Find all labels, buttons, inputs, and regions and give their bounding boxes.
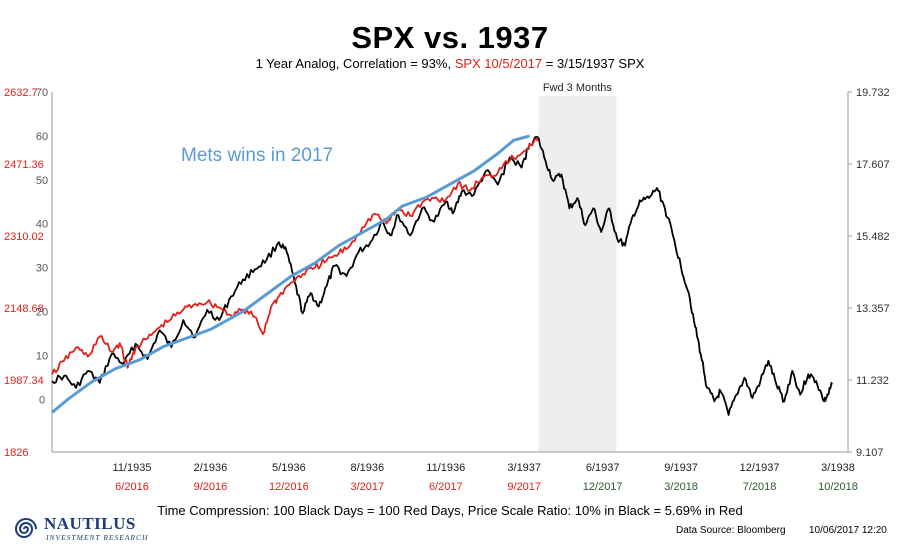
logo-name: NAUTILUS	[44, 514, 136, 533]
x-label-2017: 7/2018	[743, 481, 777, 493]
x-label-2017: 12/2017	[583, 481, 623, 493]
logo-tagline: INVESTMENT RESEARCH	[46, 533, 149, 542]
left-inner-tick-label: 0	[39, 394, 45, 406]
left-inner-tick-label: 20	[36, 307, 48, 319]
left-red-tick-label: 1987.34	[4, 375, 44, 387]
series-mets-blue-line	[51, 134, 531, 414]
subtitle-equivalence: = 3/15/1937 SPX	[542, 56, 645, 71]
shaded-region-label: Fwd 3 Months	[543, 82, 613, 94]
x-label-1937: 6/1937	[586, 462, 620, 474]
shaded-region-fwd	[538, 96, 617, 452]
footer-compression-note: Time Compression: 100 Black Days = 100 R…	[157, 503, 743, 518]
right-tick-label: 9.107	[856, 447, 884, 459]
x-label-1937: 12/1937	[740, 462, 780, 474]
series-1937-black-line	[51, 135, 833, 416]
chart-title: SPX vs. 1937	[351, 20, 549, 55]
left-red-tick-label: 1826	[4, 447, 28, 459]
right-tick-label: 19.732	[856, 87, 890, 99]
x-label-1937: 11/1936	[426, 462, 465, 474]
left-inner-tick-label: 40	[36, 219, 48, 231]
nautilus-logo: NAUTILUS INVESTMENT RESEARCH	[10, 512, 170, 546]
nautilus-swirl-icon	[14, 518, 37, 538]
x-label-1937: 2/1936	[194, 462, 228, 474]
x-label-2017: 3/2017	[351, 481, 385, 493]
x-label-2017: 6/2017	[429, 481, 463, 493]
x-label-1937: 11/1935	[113, 462, 152, 474]
x-label-2017: 10/2018	[818, 481, 858, 493]
left-red-tick-label: 2632.7	[4, 87, 38, 99]
subtitle-correlation: 1 Year Analog, Correlation = 93%,	[255, 56, 455, 71]
x-label-1937: 5/1936	[272, 462, 306, 474]
left-red-tick-label: 2310.02	[4, 231, 44, 243]
x-label-2017: 9/2016	[194, 481, 228, 493]
timestamp: 10/06/2017 12:20	[809, 525, 887, 536]
x-label-1937: 9/1937	[664, 462, 698, 474]
left-inner-tick-label: 30	[36, 263, 48, 275]
left-inner-tick-label: 10	[36, 350, 48, 362]
x-label-1937: 8/1936	[351, 462, 385, 474]
right-tick-label: 17.607	[856, 159, 890, 171]
right-tick-label: 11.232	[856, 375, 889, 387]
x-label-2017: 6/2016	[115, 481, 149, 493]
mets-annotation-label: Mets wins in 2017	[181, 145, 333, 166]
left-inner-tick-label: 60	[36, 131, 48, 143]
right-tick-label: 13.357	[856, 303, 890, 315]
x-label-2017: 3/2018	[664, 481, 698, 493]
data-source: Data Source: Bloomberg	[676, 525, 786, 536]
subtitle-spx-date: SPX 10/5/2017	[454, 56, 543, 71]
left-red-tick-label: 2148.68	[4, 303, 44, 315]
left-inner-tick-label: 70	[36, 87, 48, 99]
x-label-1937: 3/1937	[507, 462, 541, 474]
x-label-2017: 9/2017	[507, 481, 541, 493]
chart-subtitle: 1 Year Analog, Correlation = 93%, SPX 10…	[0, 56, 900, 71]
left-red-tick-label: 2471.36	[4, 159, 44, 171]
right-tick-label: 15.482	[856, 231, 890, 243]
series-2017-red-line	[51, 137, 539, 375]
x-label-1937: 3/1938	[821, 462, 855, 474]
x-label-2017: 12/2016	[269, 481, 309, 493]
left-inner-tick-label: 50	[36, 175, 48, 187]
